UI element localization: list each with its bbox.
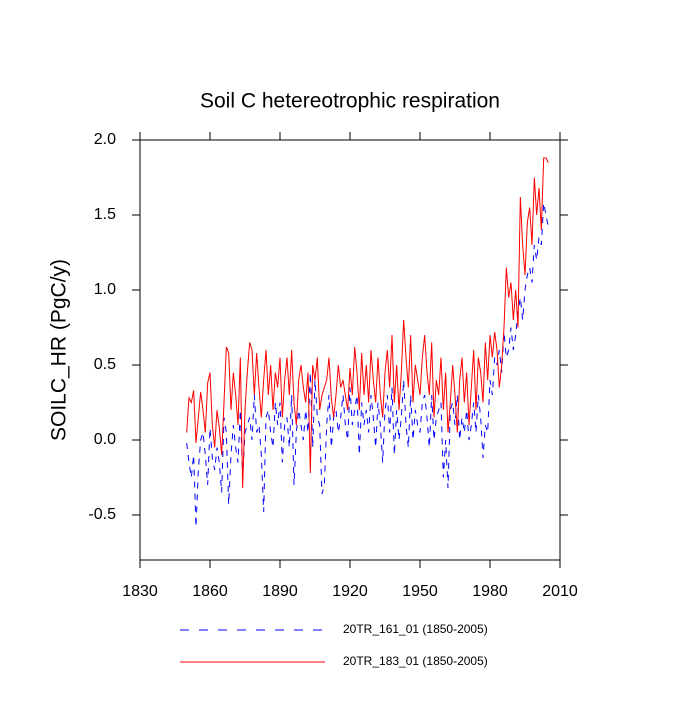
x-tick-label: 1980	[472, 583, 508, 600]
chart-title: Soil C hetereotrophic respiration	[200, 90, 500, 113]
x-tick-label: 1890	[262, 583, 298, 600]
x-tick-label: 1950	[402, 583, 438, 600]
legend-label: 20TR_161_01 (1850-2005)	[343, 622, 488, 636]
x-tick-label: 1860	[192, 583, 228, 600]
x-tick-label: 1920	[332, 583, 368, 600]
x-tick-label: 2010	[542, 583, 578, 600]
y-axis-label: SOILC_HR (PgC/y)	[48, 259, 71, 441]
y-tick-label: 0.0	[94, 431, 116, 448]
series-line	[186, 157, 549, 489]
series-line	[186, 202, 549, 528]
legend-label: 20TR_183_01 (1850-2005)	[343, 654, 488, 668]
y-tick-label: 1.5	[94, 206, 116, 223]
y-tick-label: 1.0	[94, 281, 116, 298]
y-tick-label: 0.5	[94, 356, 116, 373]
x-tick-label: 1830	[122, 583, 158, 600]
y-tick-label: -0.5	[88, 506, 116, 523]
y-tick-label: 2.0	[94, 131, 116, 148]
